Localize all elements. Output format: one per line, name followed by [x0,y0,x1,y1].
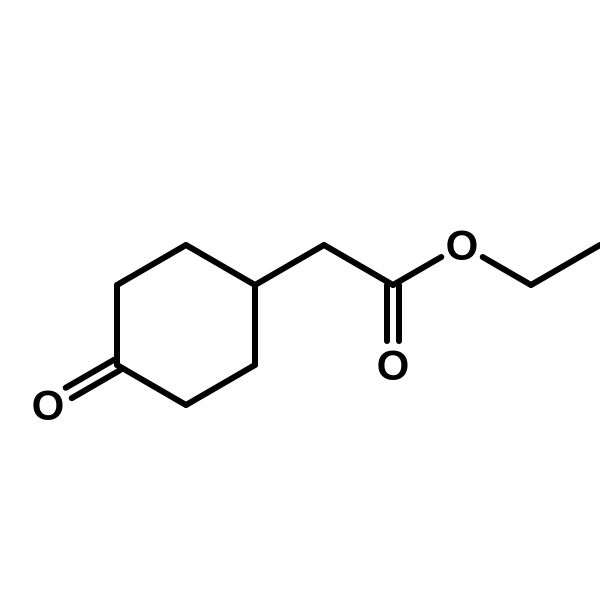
bond-line [72,370,120,398]
bond-line [483,257,531,285]
bond-line [531,245,600,285]
bond-line [324,245,393,285]
bond-line [186,245,255,285]
bond-line [255,245,324,285]
molecule-diagram: O O O [0,0,600,600]
o-atom-label: O [377,342,410,389]
bond-line [117,245,186,285]
o-atom-label: O [446,222,479,269]
bond-line [66,360,114,388]
bond-line [117,365,186,405]
bonds-layer [66,245,600,405]
bond-line [186,365,255,405]
bond-line [393,257,441,285]
o-atom-label: O [32,382,65,429]
